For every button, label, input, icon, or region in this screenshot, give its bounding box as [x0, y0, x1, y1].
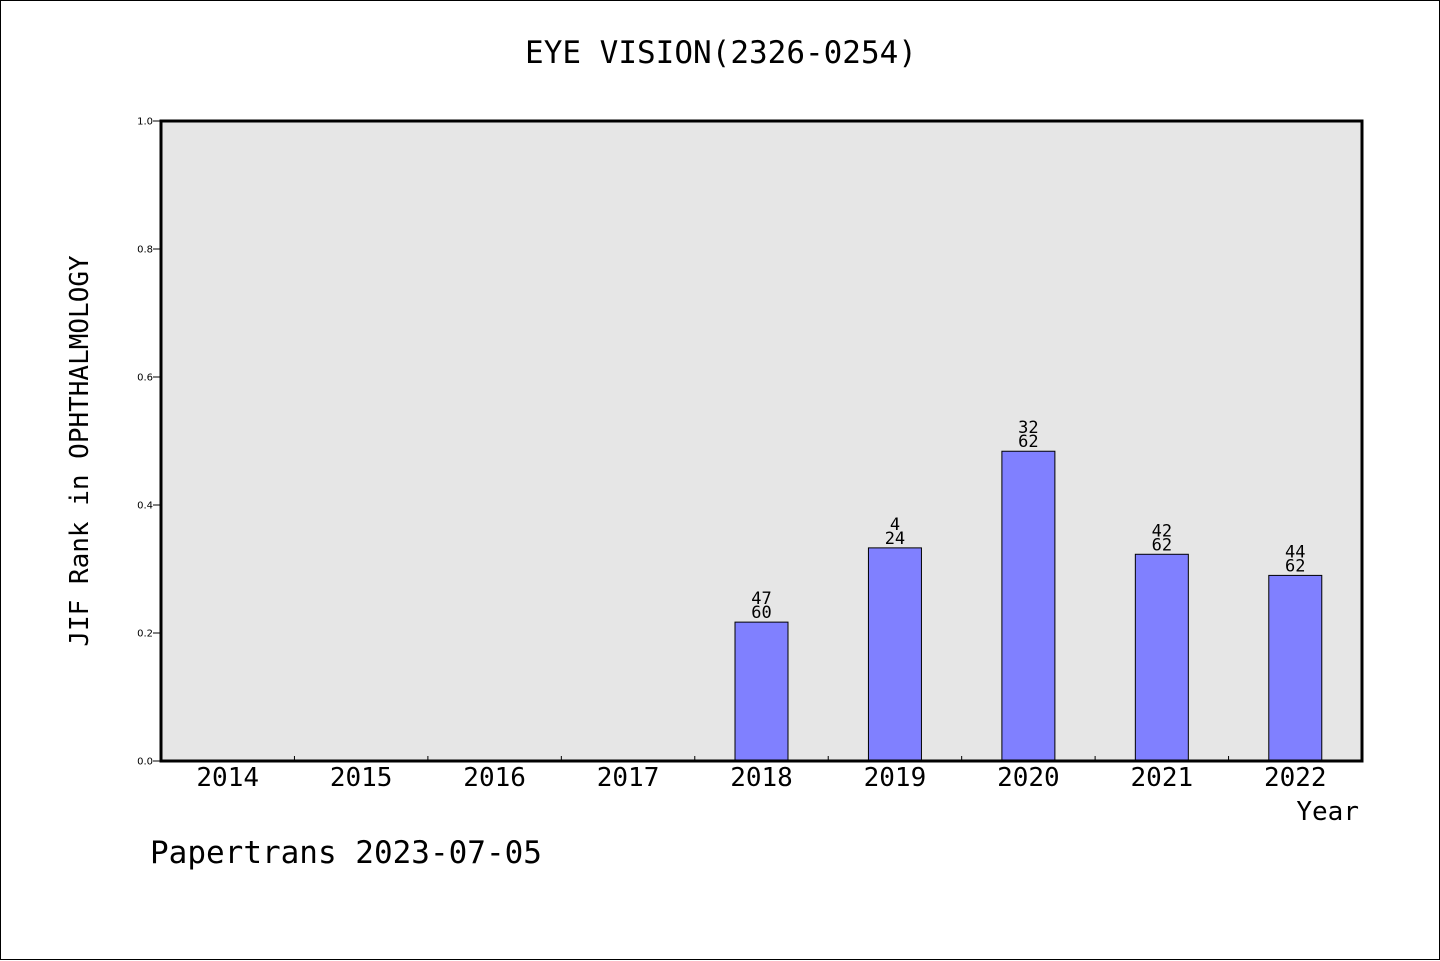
bar-label-rank-2019: 4: [890, 515, 900, 535]
y-tick-label: 0.6: [137, 373, 153, 384]
x-tick-label-2015: 2015: [330, 763, 393, 793]
x-tick-label-2017: 2017: [597, 763, 660, 793]
bar-label-rank-2020: 32: [1018, 418, 1038, 438]
bar-label-total-2018: 60: [751, 603, 771, 623]
bar-label-rank-2018: 47: [751, 589, 771, 609]
bar-2021: [1134, 553, 1189, 762]
x-tick-label-2016: 2016: [463, 763, 526, 793]
y-tick-label: 0.0: [137, 757, 153, 768]
y-tick-label: 1.0: [137, 117, 153, 128]
bar-2020: [1001, 450, 1056, 762]
y-tick-label: 0.8: [137, 245, 153, 256]
bar-label-rank-2021: 42: [1152, 521, 1172, 541]
x-tick-label-2022: 2022: [1264, 763, 1327, 793]
y-tick-label: 0.4: [137, 501, 153, 512]
x-tick-label-2019: 2019: [864, 763, 927, 793]
bar-2018: [734, 621, 789, 762]
bar-label-total-2022: 62: [1285, 556, 1305, 576]
x-tick-label-2018: 2018: [730, 763, 793, 793]
x-axis-label: Year: [1296, 797, 1359, 827]
bar-label-total-2020: 62: [1018, 432, 1038, 452]
bar-2019: [867, 547, 922, 762]
bar-label-total-2019: 24: [885, 529, 905, 549]
x-tick-label-2021: 2021: [1131, 763, 1194, 793]
footer-credit: Papertrans 2023-07-05: [150, 835, 542, 871]
bar-label-rank-2022: 44: [1285, 542, 1305, 562]
plot-border: [159, 119, 1364, 763]
y-tick-label: 0.2: [137, 629, 153, 640]
bar-label-total-2021: 62: [1152, 535, 1172, 555]
y-axis-label: JIF Rank in OPHTHALMOLOGY: [65, 255, 95, 647]
chart-title: EYE VISION(2326-0254): [525, 35, 917, 71]
bar-2022: [1268, 574, 1323, 762]
x-tick-label-2020: 2020: [997, 763, 1060, 793]
x-tick-label-2014: 2014: [196, 763, 259, 793]
